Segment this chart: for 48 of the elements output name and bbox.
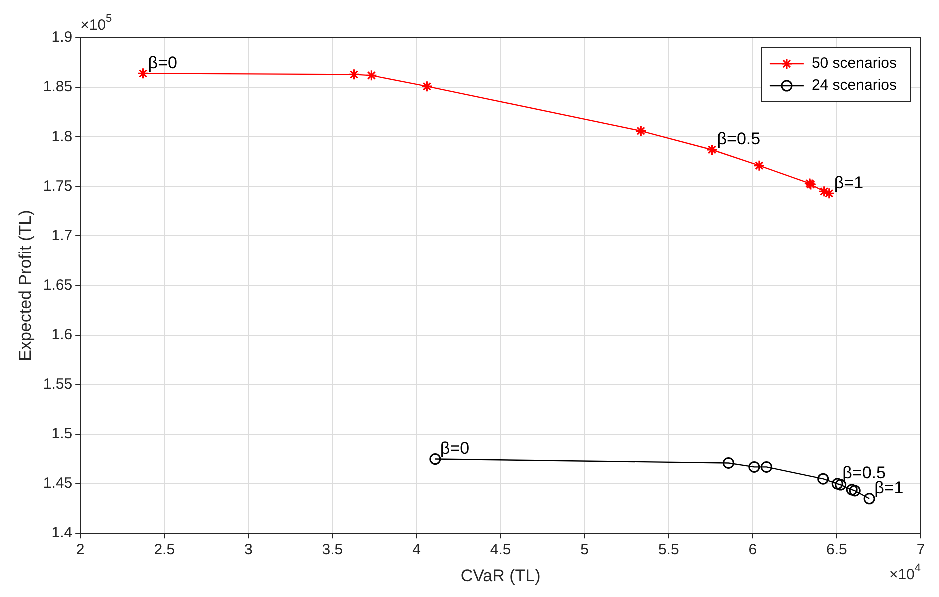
x-tick-label: 7 <box>916 542 926 559</box>
x-tick-label: 6.5 <box>826 542 848 559</box>
x-tick-label: 6 <box>748 542 758 559</box>
point <box>706 144 718 156</box>
point <box>760 461 772 473</box>
y-tick-label: 1.5 <box>52 426 73 443</box>
y-tick-label: 1.8 <box>52 128 73 146</box>
point <box>832 478 844 490</box>
y-tick-label: 1.65 <box>43 276 73 294</box>
point <box>818 186 830 198</box>
point <box>846 484 858 496</box>
point <box>635 125 647 137</box>
x-tick-label: 3.5 <box>322 542 344 559</box>
point <box>849 485 861 497</box>
point <box>366 70 378 82</box>
annotation: β=0 <box>148 53 178 72</box>
point <box>748 461 760 473</box>
y-tick-label: 1.55 <box>43 376 73 394</box>
annotation: β=0 <box>440 438 470 458</box>
x-tick-label: 4.5 <box>490 542 512 559</box>
point <box>137 68 150 80</box>
point <box>722 457 734 469</box>
point <box>430 454 442 466</box>
point <box>348 68 360 80</box>
y-tick-label: 1.85 <box>43 78 73 96</box>
y-axis-title: Expected Profit (TL) <box>16 210 35 362</box>
x-tick-label: 2 <box>76 542 85 559</box>
y-tick-label: 1.6 <box>52 326 73 344</box>
y-tick-label: 1.45 <box>43 475 73 492</box>
y-tick-label: 1.75 <box>43 178 73 195</box>
point <box>864 493 876 505</box>
x-tick-label: 2.5 <box>154 542 176 559</box>
x-tick-label: 5.5 <box>658 542 680 559</box>
y-tick-label: 1.9 <box>52 29 73 46</box>
annotation: β=0.5 <box>717 130 761 149</box>
x-tick-label: 4 <box>412 542 421 559</box>
annotation: β=1 <box>834 173 864 192</box>
legend-label: 24 scenarios <box>812 77 898 94</box>
y-tick-label: 1.7 <box>52 227 73 244</box>
point <box>421 80 433 92</box>
point <box>754 160 766 172</box>
x-tick-label: 5 <box>580 542 590 559</box>
x-tick-label: 3 <box>244 542 253 559</box>
y-tick-label: 1.4 <box>52 524 73 542</box>
point <box>818 473 830 485</box>
x-axis-title: CVaR (TL) <box>460 566 541 586</box>
legend-label: 50 scenarios <box>812 55 898 72</box>
point <box>824 188 836 200</box>
